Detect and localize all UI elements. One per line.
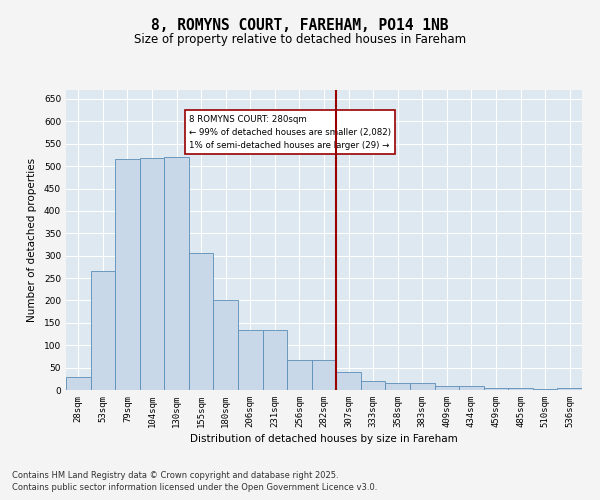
Bar xyxy=(164,157,189,390)
Bar xyxy=(214,300,238,390)
Bar xyxy=(484,388,508,390)
Bar xyxy=(91,272,115,390)
Text: 8, ROMYNS COURT, FAREHAM, PO14 1NB: 8, ROMYNS COURT, FAREHAM, PO14 1NB xyxy=(151,18,449,32)
Text: Contains HM Land Registry data © Crown copyright and database right 2025.: Contains HM Land Registry data © Crown c… xyxy=(12,471,338,480)
Bar xyxy=(361,381,385,390)
Bar xyxy=(263,330,287,390)
Bar xyxy=(287,360,312,390)
Bar xyxy=(66,376,91,390)
Bar xyxy=(385,384,410,390)
Bar xyxy=(336,372,361,390)
Bar xyxy=(533,388,557,390)
Bar xyxy=(115,160,140,390)
Bar xyxy=(312,360,336,390)
X-axis label: Distribution of detached houses by size in Fareham: Distribution of detached houses by size … xyxy=(190,434,458,444)
Text: Size of property relative to detached houses in Fareham: Size of property relative to detached ho… xyxy=(134,32,466,46)
Bar xyxy=(459,386,484,390)
Bar xyxy=(140,158,164,390)
Bar xyxy=(238,330,263,390)
Text: Contains public sector information licensed under the Open Government Licence v3: Contains public sector information licen… xyxy=(12,484,377,492)
Bar xyxy=(508,388,533,390)
Bar xyxy=(557,388,582,390)
Bar xyxy=(189,254,214,390)
Bar xyxy=(434,386,459,390)
Y-axis label: Number of detached properties: Number of detached properties xyxy=(27,158,37,322)
Bar xyxy=(410,384,434,390)
Text: 8 ROMYNS COURT: 280sqm
← 99% of detached houses are smaller (2,082)
1% of semi-d: 8 ROMYNS COURT: 280sqm ← 99% of detached… xyxy=(189,114,391,150)
